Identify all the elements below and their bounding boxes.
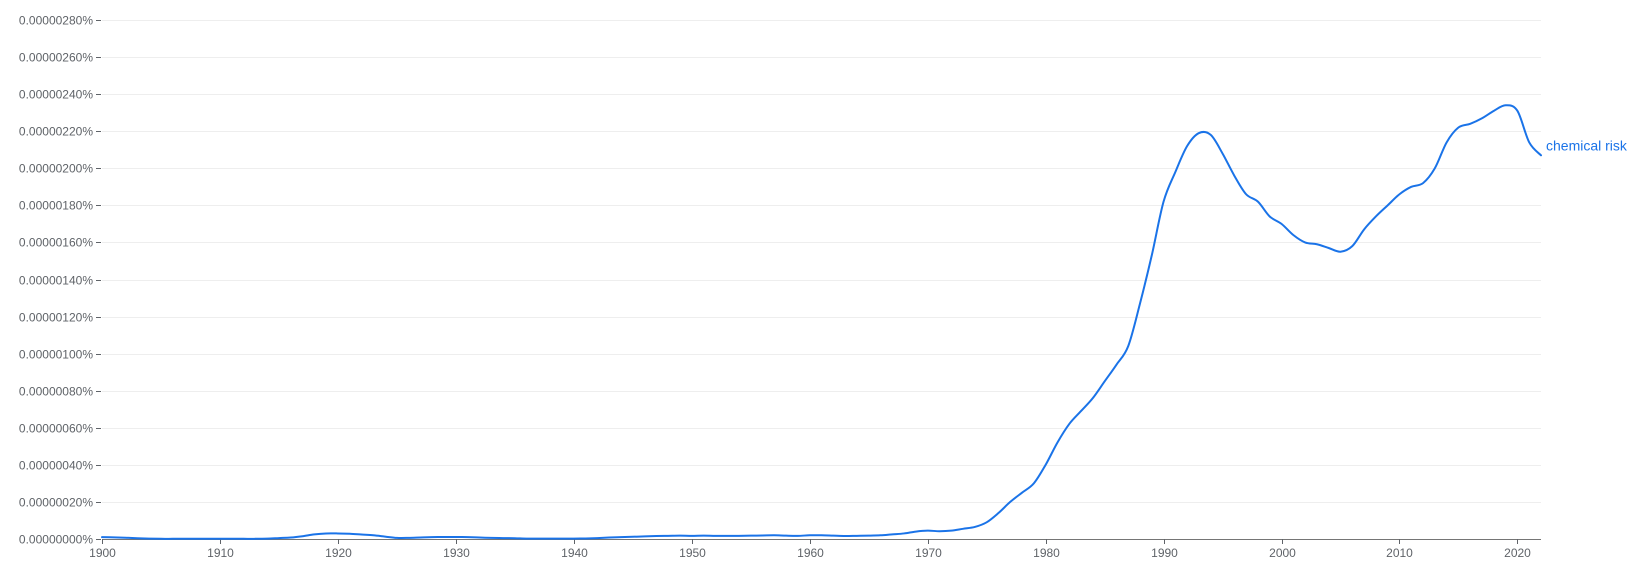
x-tick-label: 1990 — [1151, 546, 1178, 560]
y-tick-label: 0.00000180% — [19, 199, 93, 213]
series-layer: chemical risk — [101, 104, 1628, 540]
x-tick-label: 1920 — [325, 546, 352, 560]
y-tick-label: 0.00000100% — [19, 348, 93, 362]
y-tick-label: 0.00000280% — [19, 14, 93, 28]
x-tick-label: 1980 — [1033, 546, 1060, 560]
x-tick-label: 1930 — [443, 546, 470, 560]
y-tick-label: 0.00000000% — [19, 533, 93, 547]
x-tick-label: 2000 — [1269, 546, 1296, 560]
y-tick-label: 0.00000220% — [19, 125, 93, 139]
grid-lines — [102, 20, 1541, 503]
y-tick-label: 0.00000200% — [19, 162, 93, 176]
y-tick-label: 0.00000260% — [19, 51, 93, 65]
y-tick-label: 0.00000080% — [19, 385, 93, 399]
y-tick-label: 0.00000060% — [19, 422, 93, 436]
y-axis: 0.00000000% 0.00000020% 0.00000040% 0.00000… — [19, 14, 101, 547]
y-tick-label: 0.00000240% — [19, 88, 93, 102]
x-tick-label: 2010 — [1386, 546, 1413, 560]
y-tick-label: 0.00000140% — [19, 274, 93, 288]
series-label: chemical risk — [1546, 137, 1628, 153]
x-tick-label: 1900 — [89, 546, 116, 560]
x-tick-label: 1960 — [797, 546, 824, 560]
y-tick-label: 0.00000120% — [19, 311, 93, 325]
series-line-chemical-risk — [101, 104, 1542, 540]
x-tick-label: 1970 — [915, 546, 942, 560]
y-tick-label: 0.00000020% — [19, 496, 93, 510]
x-tick-label: 1950 — [679, 546, 706, 560]
y-tick-label: 0.00000040% — [19, 459, 93, 473]
x-tick-label: 2020 — [1504, 546, 1531, 560]
x-tick-label: 1940 — [561, 546, 588, 560]
x-axis: 1900 1910 1920 1930 1940 1950 1960 1970 1980 1990… — [89, 539, 1541, 560]
y-tick-label: 0.00000160% — [19, 236, 93, 250]
x-tick-label: 1910 — [207, 546, 234, 560]
